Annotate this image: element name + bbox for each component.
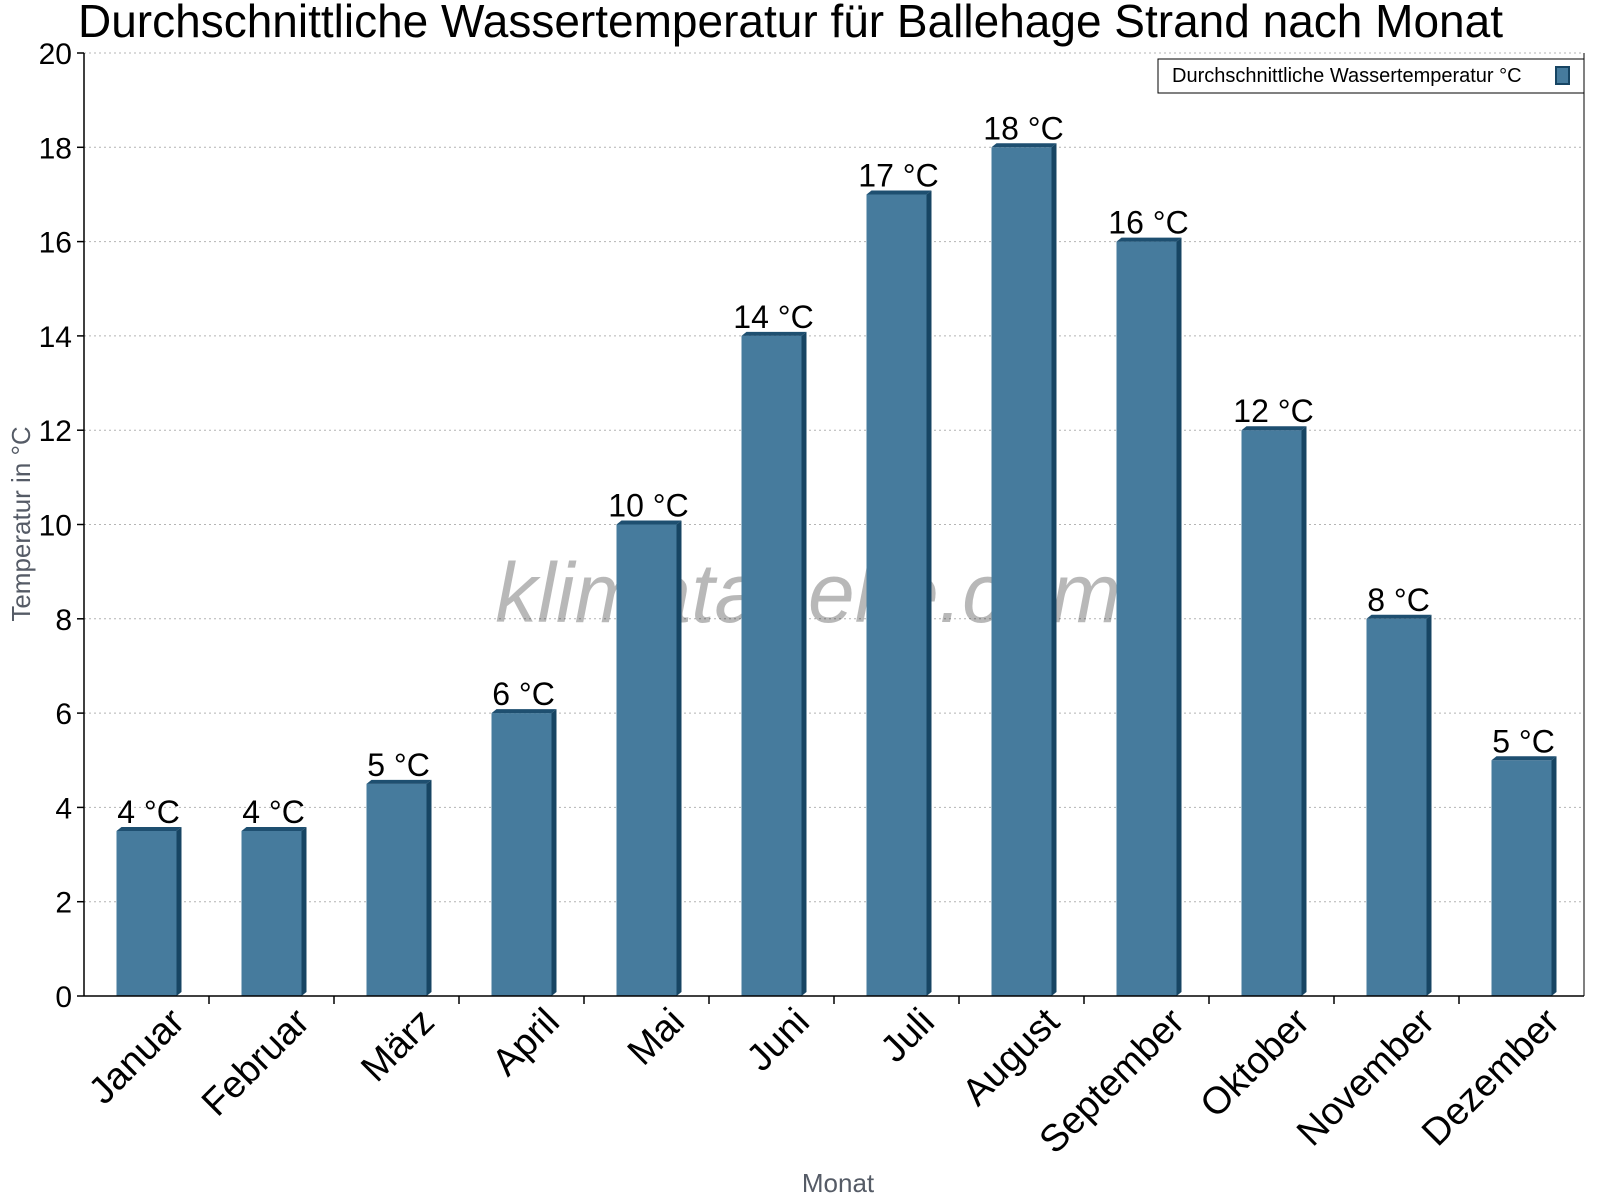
y-ticks: 0 2 4 6 8 10 12 14 16 18 20 [39, 38, 84, 1014]
bar-side [1301, 426, 1307, 996]
data-label: 6 °C [492, 676, 555, 712]
bars [116, 143, 1557, 997]
y-tick-label: 6 [55, 698, 72, 731]
data-label: 4 °C [242, 794, 305, 830]
data-label: 17 °C [858, 157, 938, 193]
bar-top [1116, 237, 1182, 242]
data-label: 5 °C [1492, 723, 1555, 759]
x-tick-label: Dezember [1414, 1000, 1568, 1154]
y-axis-title: Temperatur in °C [6, 426, 36, 621]
bar-side [1426, 614, 1432, 996]
bar [1241, 430, 1302, 996]
legend: Durchschnittliche Wassertemperatur °C [1157, 58, 1585, 94]
bar-top [1366, 614, 1432, 619]
bar-side [301, 826, 307, 996]
data-label: 16 °C [1108, 205, 1188, 241]
bar [741, 335, 802, 996]
y-tick-label: 2 [55, 887, 72, 920]
bar [991, 147, 1052, 997]
bar-top [991, 143, 1057, 148]
data-label: 8 °C [1367, 582, 1430, 618]
x-tick-label: Juni [739, 1001, 818, 1080]
y-tick-label: 8 [55, 604, 72, 637]
x-tick-label: August [955, 1000, 1069, 1114]
x-axis-title: Monat [802, 1168, 875, 1198]
data-label: 18 °C [983, 110, 1063, 146]
bar [866, 194, 927, 996]
bar-top [116, 826, 182, 831]
chart-title: Durchschnittliche Wassertemperatur für B… [78, 0, 1503, 47]
bar-side [926, 190, 932, 996]
y-tick-label: 12 [39, 415, 72, 448]
x-tick-label: Mai [620, 1001, 693, 1074]
bar-side [676, 520, 682, 996]
y-tick-label: 20 [39, 38, 72, 71]
data-label: 4 °C [117, 794, 180, 830]
data-label: 12 °C [1233, 393, 1313, 429]
data-label: 14 °C [733, 299, 813, 335]
y-tick-label: 16 [39, 227, 72, 260]
data-label: 10 °C [608, 488, 688, 524]
y-tick-label: 18 [39, 132, 72, 165]
bar-top [1241, 426, 1307, 431]
bar-top [616, 520, 682, 525]
data-label: 5 °C [367, 747, 430, 783]
bar [616, 524, 677, 996]
x-tick-label: April [484, 1001, 567, 1084]
bar-side [176, 826, 182, 996]
bar [366, 783, 427, 996]
grid-lines [84, 52, 1584, 903]
legend-box [1157, 58, 1585, 94]
bar-side [1051, 143, 1057, 997]
bar-top [241, 826, 307, 831]
legend-swatch [1555, 66, 1570, 85]
bar-side [1551, 756, 1557, 996]
x-ticks: Januar Februar März April Mai Juni Juli AugustS… [81, 996, 1568, 1162]
bar [116, 830, 177, 996]
y-tick-label: 14 [39, 321, 72, 354]
x-tick-label: März [353, 1001, 442, 1090]
bar [491, 713, 552, 996]
x-tick-label: Juli [873, 1001, 943, 1071]
x-tick-label: Januar [81, 1000, 193, 1112]
bar [1491, 760, 1552, 996]
bar-top [741, 331, 807, 336]
x-tick-label: Februar [194, 1000, 318, 1124]
bar-side [1176, 237, 1182, 997]
y-tick-label: 0 [55, 981, 72, 1014]
y-tick-label: 4 [55, 792, 72, 825]
bar-side [801, 331, 807, 996]
value-labels: 4 °C 4 °C 5 °C 6 °C 10 °C 14 °C 17 °C 18 °C 16 °… [117, 110, 1555, 830]
y-tick-label: 10 [39, 510, 72, 543]
x-tick-label: Oktober [1193, 1000, 1319, 1126]
legend-label: Durchschnittliche Wassertemperatur °C [1172, 65, 1522, 87]
bar-top [866, 190, 932, 195]
bar-top [491, 709, 557, 714]
bar-top [366, 779, 432, 784]
bar [1116, 241, 1177, 997]
bar-side [426, 779, 432, 996]
bar-side [551, 709, 557, 996]
bar-top [1491, 756, 1557, 761]
bar [1366, 618, 1427, 996]
bar [241, 830, 302, 996]
